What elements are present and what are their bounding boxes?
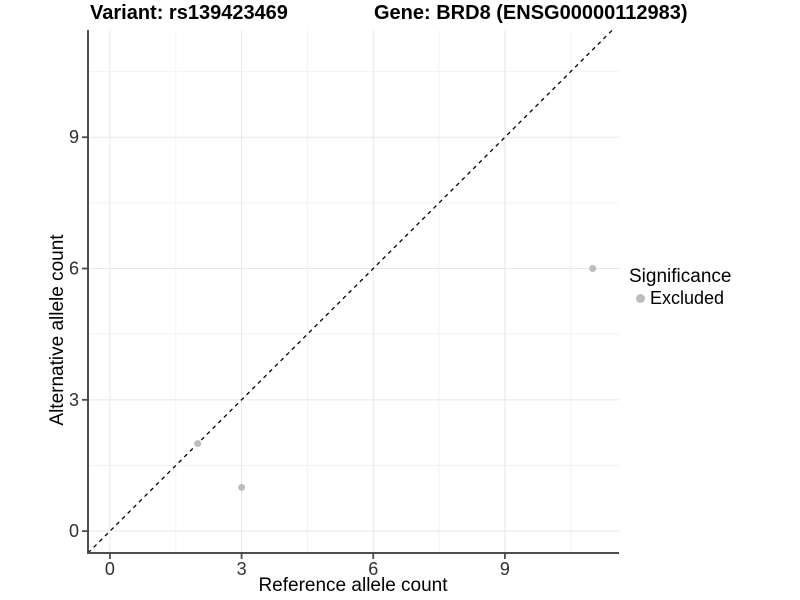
legend-point-icon <box>636 294 645 303</box>
y-tick-label: 0 <box>69 521 79 541</box>
legend-title: Significance <box>629 266 732 287</box>
x-tick-label: 0 <box>105 559 115 579</box>
legend-entry-excluded: Excluded <box>629 289 731 308</box>
identity-dashed-line <box>87 29 613 554</box>
legend-entry-label: Excluded <box>650 288 725 308</box>
variant-title: Variant: rs139423469 <box>90 2 288 24</box>
x-tick-label: 6 <box>368 559 378 579</box>
y-tick-label: 9 <box>69 127 79 147</box>
y-tick-label: 3 <box>69 390 79 410</box>
data-point <box>238 483 246 491</box>
y-axis-title: Alternative allele count <box>47 234 68 426</box>
gene-title: Gene: BRD8 (ENSG00000112983) <box>374 2 688 24</box>
data-point <box>194 440 202 448</box>
legend: Significance Excluded <box>629 267 731 308</box>
data-point <box>589 265 597 273</box>
x-tick-label: 9 <box>500 559 510 579</box>
x-tick-label: 3 <box>237 559 247 579</box>
y-tick-label: 6 <box>69 259 79 279</box>
x-axis-title: Reference allele count <box>258 575 448 596</box>
